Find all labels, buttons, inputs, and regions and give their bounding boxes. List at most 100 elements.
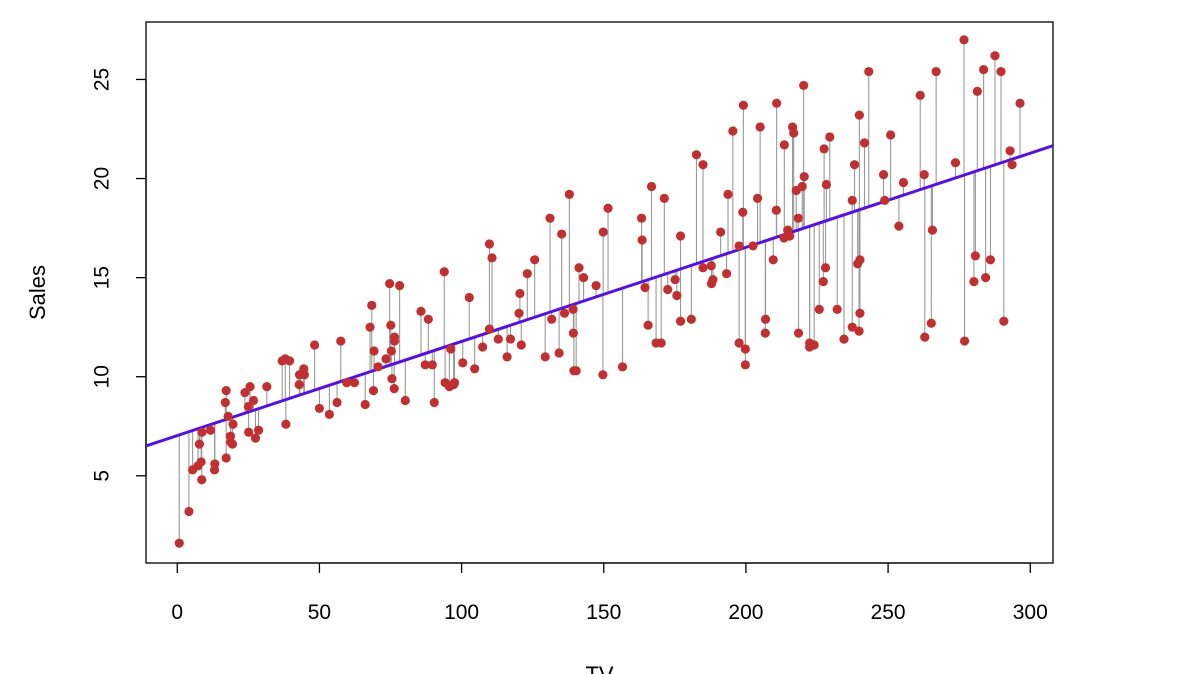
data-point — [197, 427, 207, 437]
data-point — [740, 360, 750, 370]
data-point — [464, 292, 474, 303]
data-point — [691, 150, 702, 160]
x-tick-label: 250 — [871, 601, 906, 624]
data-point — [484, 239, 495, 249]
data-point — [675, 316, 686, 326]
data-point — [545, 213, 555, 223]
data-point — [847, 322, 857, 332]
data-point — [262, 382, 272, 392]
data-point — [228, 419, 238, 429]
data-point — [898, 177, 909, 188]
y-tick-label: 5 — [91, 470, 114, 482]
data-point — [771, 205, 781, 215]
data-point — [205, 425, 216, 435]
data-point — [420, 360, 430, 370]
data-point — [281, 419, 291, 429]
data-point — [920, 332, 930, 342]
data-point — [728, 126, 738, 136]
data-point — [310, 340, 320, 350]
data-point — [839, 334, 849, 344]
data-point — [670, 275, 680, 285]
data-point — [999, 316, 1009, 326]
data-point — [220, 397, 230, 408]
data-point — [855, 255, 865, 265]
data-point — [365, 322, 375, 332]
y-tick-label: 25 — [91, 68, 114, 91]
data-point — [439, 267, 449, 277]
data-point — [926, 318, 936, 328]
y-axis-title: Sales — [25, 265, 50, 320]
data-point — [768, 255, 778, 265]
data-point — [210, 459, 220, 469]
data-point — [564, 189, 574, 200]
data-point — [332, 397, 342, 408]
x-axis: 0 50 100 150 200 250 300 — [171, 562, 1048, 624]
data-point — [849, 160, 860, 170]
data-point — [970, 251, 980, 261]
data-point — [793, 328, 804, 338]
data-point — [223, 411, 233, 421]
regression-line — [146, 144, 1053, 448]
data-point — [522, 269, 532, 279]
data-point — [797, 181, 807, 192]
data-point — [723, 189, 733, 200]
data-point — [387, 374, 397, 384]
x-tick-label: 100 — [444, 601, 479, 624]
data-point — [248, 395, 259, 406]
data-point — [516, 340, 526, 350]
data-point — [458, 358, 468, 368]
data-point — [389, 384, 399, 394]
data-point — [299, 370, 309, 380]
data-point — [878, 169, 889, 180]
data-point — [854, 326, 864, 336]
data-point — [656, 338, 666, 348]
data-point — [427, 360, 437, 370]
data-point — [530, 255, 540, 265]
data-point — [972, 86, 982, 96]
data-point — [698, 263, 708, 273]
data-point — [395, 280, 405, 291]
data-point — [706, 261, 716, 271]
data-point — [369, 346, 379, 356]
data-point — [250, 433, 261, 443]
data-point — [373, 362, 383, 372]
data-point — [423, 314, 433, 324]
data-point — [554, 348, 564, 358]
data-point — [686, 314, 696, 324]
data-point — [969, 277, 979, 287]
plot-frame — [145, 21, 1054, 564]
data-point — [959, 336, 970, 346]
data-point — [825, 132, 835, 142]
data-point — [184, 506, 194, 517]
data-point — [502, 352, 512, 362]
data-point — [915, 90, 925, 100]
data-point — [243, 401, 253, 412]
x-tick-label: 50 — [308, 601, 331, 624]
data-point — [314, 403, 325, 414]
data-point — [1015, 98, 1025, 108]
data-point — [672, 290, 682, 301]
data-point — [698, 160, 708, 170]
data-point — [578, 273, 589, 283]
data-point — [809, 340, 819, 350]
data-point — [814, 304, 824, 314]
data-point — [886, 130, 896, 140]
data-point — [740, 344, 750, 354]
data-point — [636, 213, 647, 223]
data-point — [847, 195, 857, 205]
data-point — [748, 241, 758, 251]
data-point — [540, 352, 550, 362]
data-point — [821, 179, 831, 190]
data-point — [197, 475, 207, 485]
x-tick-label: 200 — [728, 601, 763, 624]
data-point — [446, 344, 456, 354]
data-point — [738, 207, 748, 217]
data-point — [568, 328, 578, 338]
data-point — [196, 457, 206, 467]
data-point — [716, 227, 726, 237]
data-point — [174, 538, 184, 548]
data-point — [675, 231, 686, 241]
data-point — [603, 203, 613, 213]
data-point — [336, 336, 346, 346]
